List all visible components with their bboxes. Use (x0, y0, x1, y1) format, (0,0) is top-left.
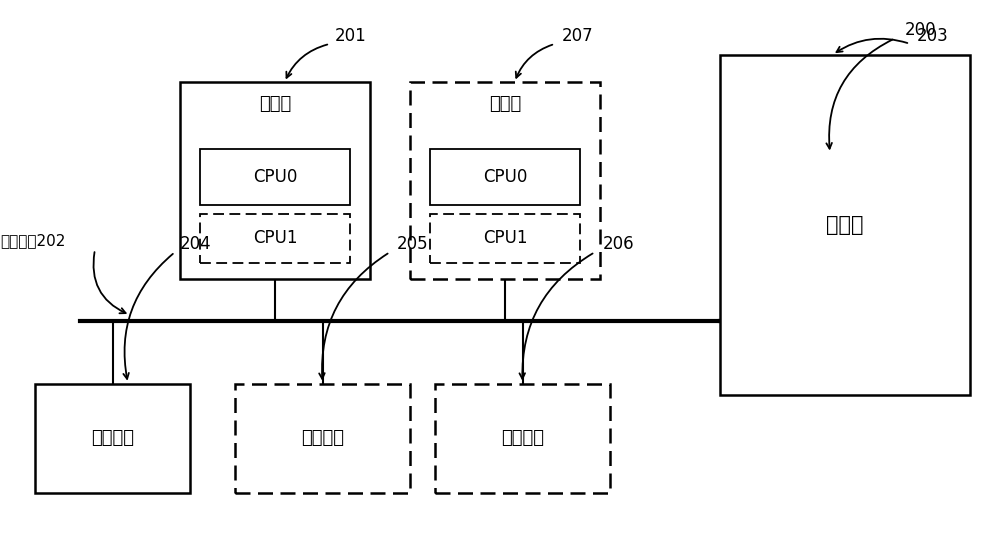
Text: CPU1: CPU1 (483, 230, 527, 247)
Bar (35, 384, 190, 493)
Text: 存储器: 存储器 (826, 215, 864, 235)
Bar (430, 149, 580, 204)
Bar (200, 214, 350, 263)
Text: 207: 207 (562, 27, 594, 44)
Text: 201: 201 (335, 27, 367, 44)
Text: 输入设备: 输入设备 (501, 430, 544, 447)
Text: 203: 203 (917, 27, 949, 44)
Bar (235, 384, 410, 493)
Text: 处理器: 处理器 (489, 95, 521, 113)
Text: 200: 200 (905, 21, 937, 39)
Bar (410, 82, 600, 279)
Text: 输出设备: 输出设备 (301, 430, 344, 447)
Bar (435, 384, 610, 493)
Text: 206: 206 (603, 235, 635, 253)
Bar (720, 55, 970, 395)
Bar (180, 82, 370, 279)
Text: CPU0: CPU0 (483, 168, 527, 186)
Text: 处理器: 处理器 (259, 95, 291, 113)
Text: 通信线路202: 通信线路202 (0, 233, 65, 249)
Text: 205: 205 (397, 235, 429, 253)
Text: 204: 204 (180, 235, 212, 253)
Bar (430, 214, 580, 263)
Bar (200, 149, 350, 204)
Text: CPU0: CPU0 (253, 168, 297, 186)
Text: 通信接口: 通信接口 (91, 430, 134, 447)
Text: CPU1: CPU1 (253, 230, 297, 247)
